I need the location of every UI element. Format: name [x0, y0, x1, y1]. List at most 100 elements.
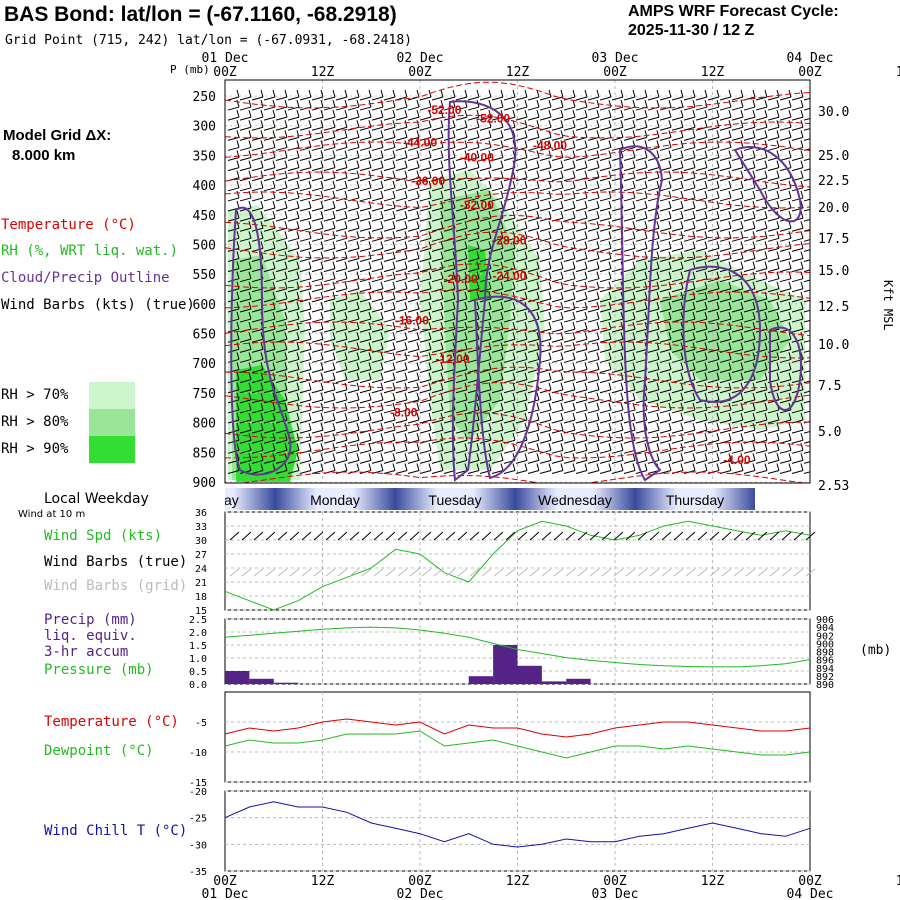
wind-barb-flag	[296, 150, 300, 158]
wind-barb	[275, 160, 288, 172]
wind-barb	[311, 110, 324, 121]
wind-barb	[563, 352, 576, 363]
wind-barb	[467, 221, 480, 232]
wind-barb-shaft	[383, 348, 396, 353]
wind-barb-shaft	[671, 338, 684, 343]
wind-barb-shaft	[527, 217, 540, 222]
wind-barb-flag	[320, 120, 324, 128]
wind-barb-shaft	[587, 96, 600, 101]
wind-barb-flag	[248, 140, 252, 148]
wind-barb-flag	[704, 281, 708, 289]
wind-barb-shaft	[323, 227, 336, 232]
wind-barb-shaft	[599, 358, 612, 363]
wind-barb	[275, 291, 288, 303]
wind-barb	[599, 99, 612, 111]
wind-barb-shaft	[395, 268, 408, 273]
wind-barb	[431, 140, 444, 151]
wind-barb-flag	[284, 271, 288, 279]
wind-barb-flag	[488, 281, 492, 289]
wind-barb	[323, 221, 336, 232]
wind-barb-shaft	[743, 298, 756, 303]
wind-barb-shaft	[443, 348, 456, 353]
wind-barb-flag	[740, 210, 744, 219]
wind-barb	[431, 301, 444, 313]
wind-barb-flag	[356, 322, 360, 330]
wind-barb	[251, 170, 264, 182]
wind-barb-shaft	[587, 116, 600, 121]
wind-barb-shaft	[551, 328, 564, 333]
wind-barb-shaft	[323, 207, 336, 212]
wind-barb-shaft	[515, 328, 528, 333]
wind-barb	[539, 160, 552, 172]
wind-barb	[419, 271, 432, 283]
wind-barb-shaft	[251, 328, 264, 333]
wind-barb-shaft	[311, 116, 324, 121]
wind-barb	[263, 322, 276, 333]
wind-barb	[647, 180, 660, 192]
wind-barb-shaft	[443, 247, 456, 252]
wind-barb-flag	[236, 99, 240, 108]
wind-barb-shaft	[431, 197, 444, 202]
wind-barb-shaft	[239, 288, 252, 293]
wind-speed-label: Wind Spd (kts)	[44, 528, 163, 544]
wind-barb-shaft	[599, 247, 612, 252]
wind-barb-shaft	[683, 177, 696, 182]
wind-barb-flag	[524, 342, 528, 350]
wind-barb-flag	[632, 110, 636, 118]
wind-barb-flag	[332, 311, 336, 320]
wind-barb-flag	[644, 110, 648, 118]
wind-barb-shaft	[431, 157, 444, 162]
wind-barb-shaft	[599, 146, 612, 151]
wind-barb	[347, 210, 360, 222]
wind-barb	[347, 140, 360, 151]
wind-barb-shaft	[467, 136, 480, 141]
wind-barb-flag	[440, 241, 444, 249]
wind-barb-flag	[248, 150, 252, 158]
wind-barb-flag	[368, 332, 372, 340]
wind-barb-shaft	[611, 308, 624, 313]
wind-barb-flag	[272, 130, 276, 138]
wind-barb-shaft	[335, 146, 348, 151]
wind-barb-shaft	[395, 308, 408, 313]
wind-barb-shaft	[383, 298, 396, 303]
wind-barb-shaft	[707, 207, 720, 212]
wind-barb-flag	[452, 150, 456, 158]
wind-barb-shaft	[767, 126, 780, 131]
wind-barb-flag	[572, 332, 576, 340]
wind-barb-flag	[800, 241, 804, 249]
wind-barb-shaft	[599, 106, 612, 111]
wind-barb-shaft	[707, 338, 720, 343]
wind-barb-flag	[428, 120, 432, 128]
wind-barb-shaft	[455, 348, 468, 353]
wind-barb-flag	[548, 180, 552, 188]
wind-barb-shaft	[707, 288, 720, 293]
wind-barb-shaft	[659, 318, 672, 323]
wind-barb-shaft	[647, 258, 660, 262]
wind-barb-shaft	[743, 157, 756, 162]
wind-barb-flag	[344, 362, 348, 370]
wind-barb	[527, 180, 540, 192]
wind-barb	[467, 301, 480, 313]
wind-barb	[479, 241, 492, 252]
wind-barb	[359, 362, 372, 374]
wind-barb	[419, 342, 432, 353]
wind-barb-shaft	[707, 348, 720, 353]
wind-barb-shaft	[515, 288, 528, 293]
wind-barb	[683, 241, 696, 252]
wind-barb	[719, 311, 732, 323]
wind-barb-flag	[800, 271, 804, 279]
wind-barb	[791, 110, 804, 121]
wind-barb-flag	[692, 99, 696, 108]
wind-barb	[479, 120, 492, 131]
wind-barb	[239, 160, 252, 172]
wind-barb-shaft	[263, 227, 276, 232]
wind-barb-shaft	[323, 348, 336, 353]
wind-barb-flag	[728, 89, 732, 98]
wind-barb-shaft	[731, 197, 744, 202]
wind-barb-flag	[716, 311, 720, 320]
wind-barb-flag	[332, 200, 336, 209]
wind-barb	[707, 110, 720, 121]
wind-barb-flag	[692, 160, 696, 168]
wind-barb	[359, 140, 372, 151]
wind-barb-flag	[272, 210, 276, 219]
